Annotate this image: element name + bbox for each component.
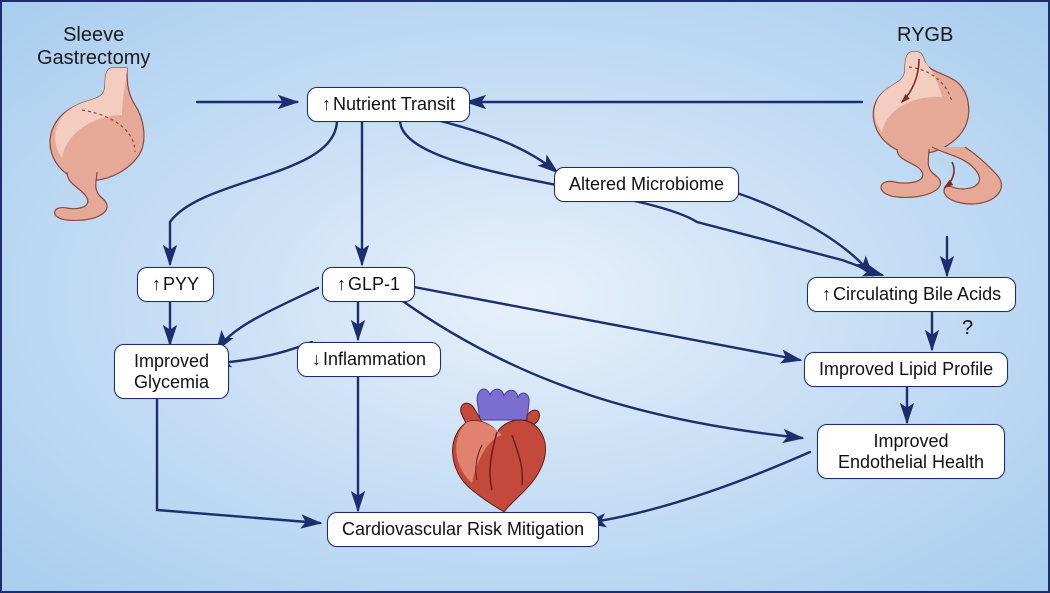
question-mark: ? (962, 317, 973, 340)
node-improved-lipid-profile: Improved Lipid Profile (804, 352, 1008, 387)
up-arrow-icon: ↑ (152, 274, 161, 294)
up-arrow-icon: ↑ (822, 284, 831, 304)
node-circulating-bile-acids: ↑Circulating Bile Acids (807, 277, 1016, 312)
up-arrow-icon: ↑ (337, 274, 346, 294)
rygb-illustration (857, 47, 1042, 247)
node-nutrient-transit: ↑Nutrient Transit (307, 87, 470, 122)
node-inflammation: ↓Inflammation (297, 342, 441, 377)
node-altered-microbiome: Altered Microbiome (554, 167, 739, 202)
down-arrow-icon: ↓ (312, 349, 321, 369)
label-rygb: RYGB (897, 24, 953, 47)
node-improved-endothelial-health: ImprovedEndothelial Health (817, 424, 1005, 479)
heart-illustration (432, 380, 562, 520)
up-arrow-icon: ↑ (322, 94, 331, 114)
diagram-canvas: SleeveGastrectomy RYGB (0, 0, 1050, 593)
node-glp1: ↑GLP-1 (322, 267, 415, 302)
node-pyy: ↑PYY (137, 267, 214, 302)
sleeve-gastrectomy-illustration (27, 60, 202, 235)
node-improved-glycemia: ImprovedGlycemia (114, 344, 229, 399)
node-cardiovascular-risk-mitigation: Cardiovascular Risk Mitigation (327, 512, 599, 547)
